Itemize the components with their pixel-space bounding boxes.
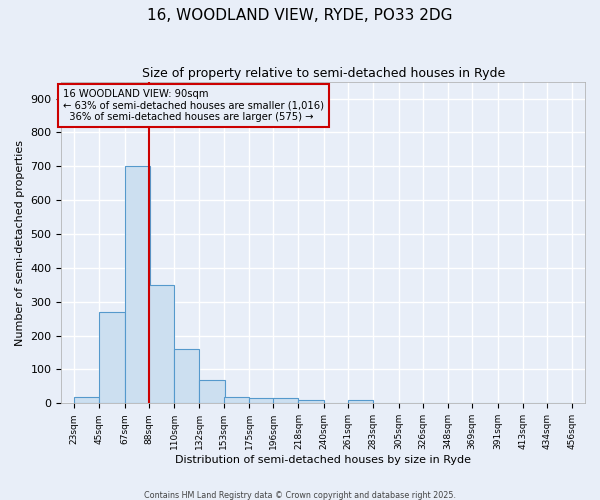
Bar (298, 400, 324, 404)
Bar (348, 400, 373, 404)
Bar (74, 396, 100, 404)
Bar (174, 349, 199, 404)
X-axis label: Distribution of semi-detached houses by size in Ryde: Distribution of semi-detached houses by … (175, 455, 471, 465)
Text: 16, WOODLAND VIEW, RYDE, PO33 2DG: 16, WOODLAND VIEW, RYDE, PO33 2DG (147, 8, 453, 22)
Bar (125, 166, 150, 404)
Y-axis label: Number of semi-detached properties: Number of semi-detached properties (15, 140, 25, 346)
Bar (199, 380, 225, 404)
Bar (149, 285, 174, 404)
Bar (273, 398, 298, 404)
Title: Size of property relative to semi-detached houses in Ryde: Size of property relative to semi-detach… (142, 68, 505, 80)
Bar (249, 398, 274, 404)
Bar (100, 312, 125, 404)
Text: Contains HM Land Registry data © Crown copyright and database right 2025.: Contains HM Land Registry data © Crown c… (144, 490, 456, 500)
Text: 16 WOODLAND VIEW: 90sqm
← 63% of semi-detached houses are smaller (1,016)
  36% : 16 WOODLAND VIEW: 90sqm ← 63% of semi-de… (62, 89, 323, 122)
Bar (224, 396, 249, 404)
